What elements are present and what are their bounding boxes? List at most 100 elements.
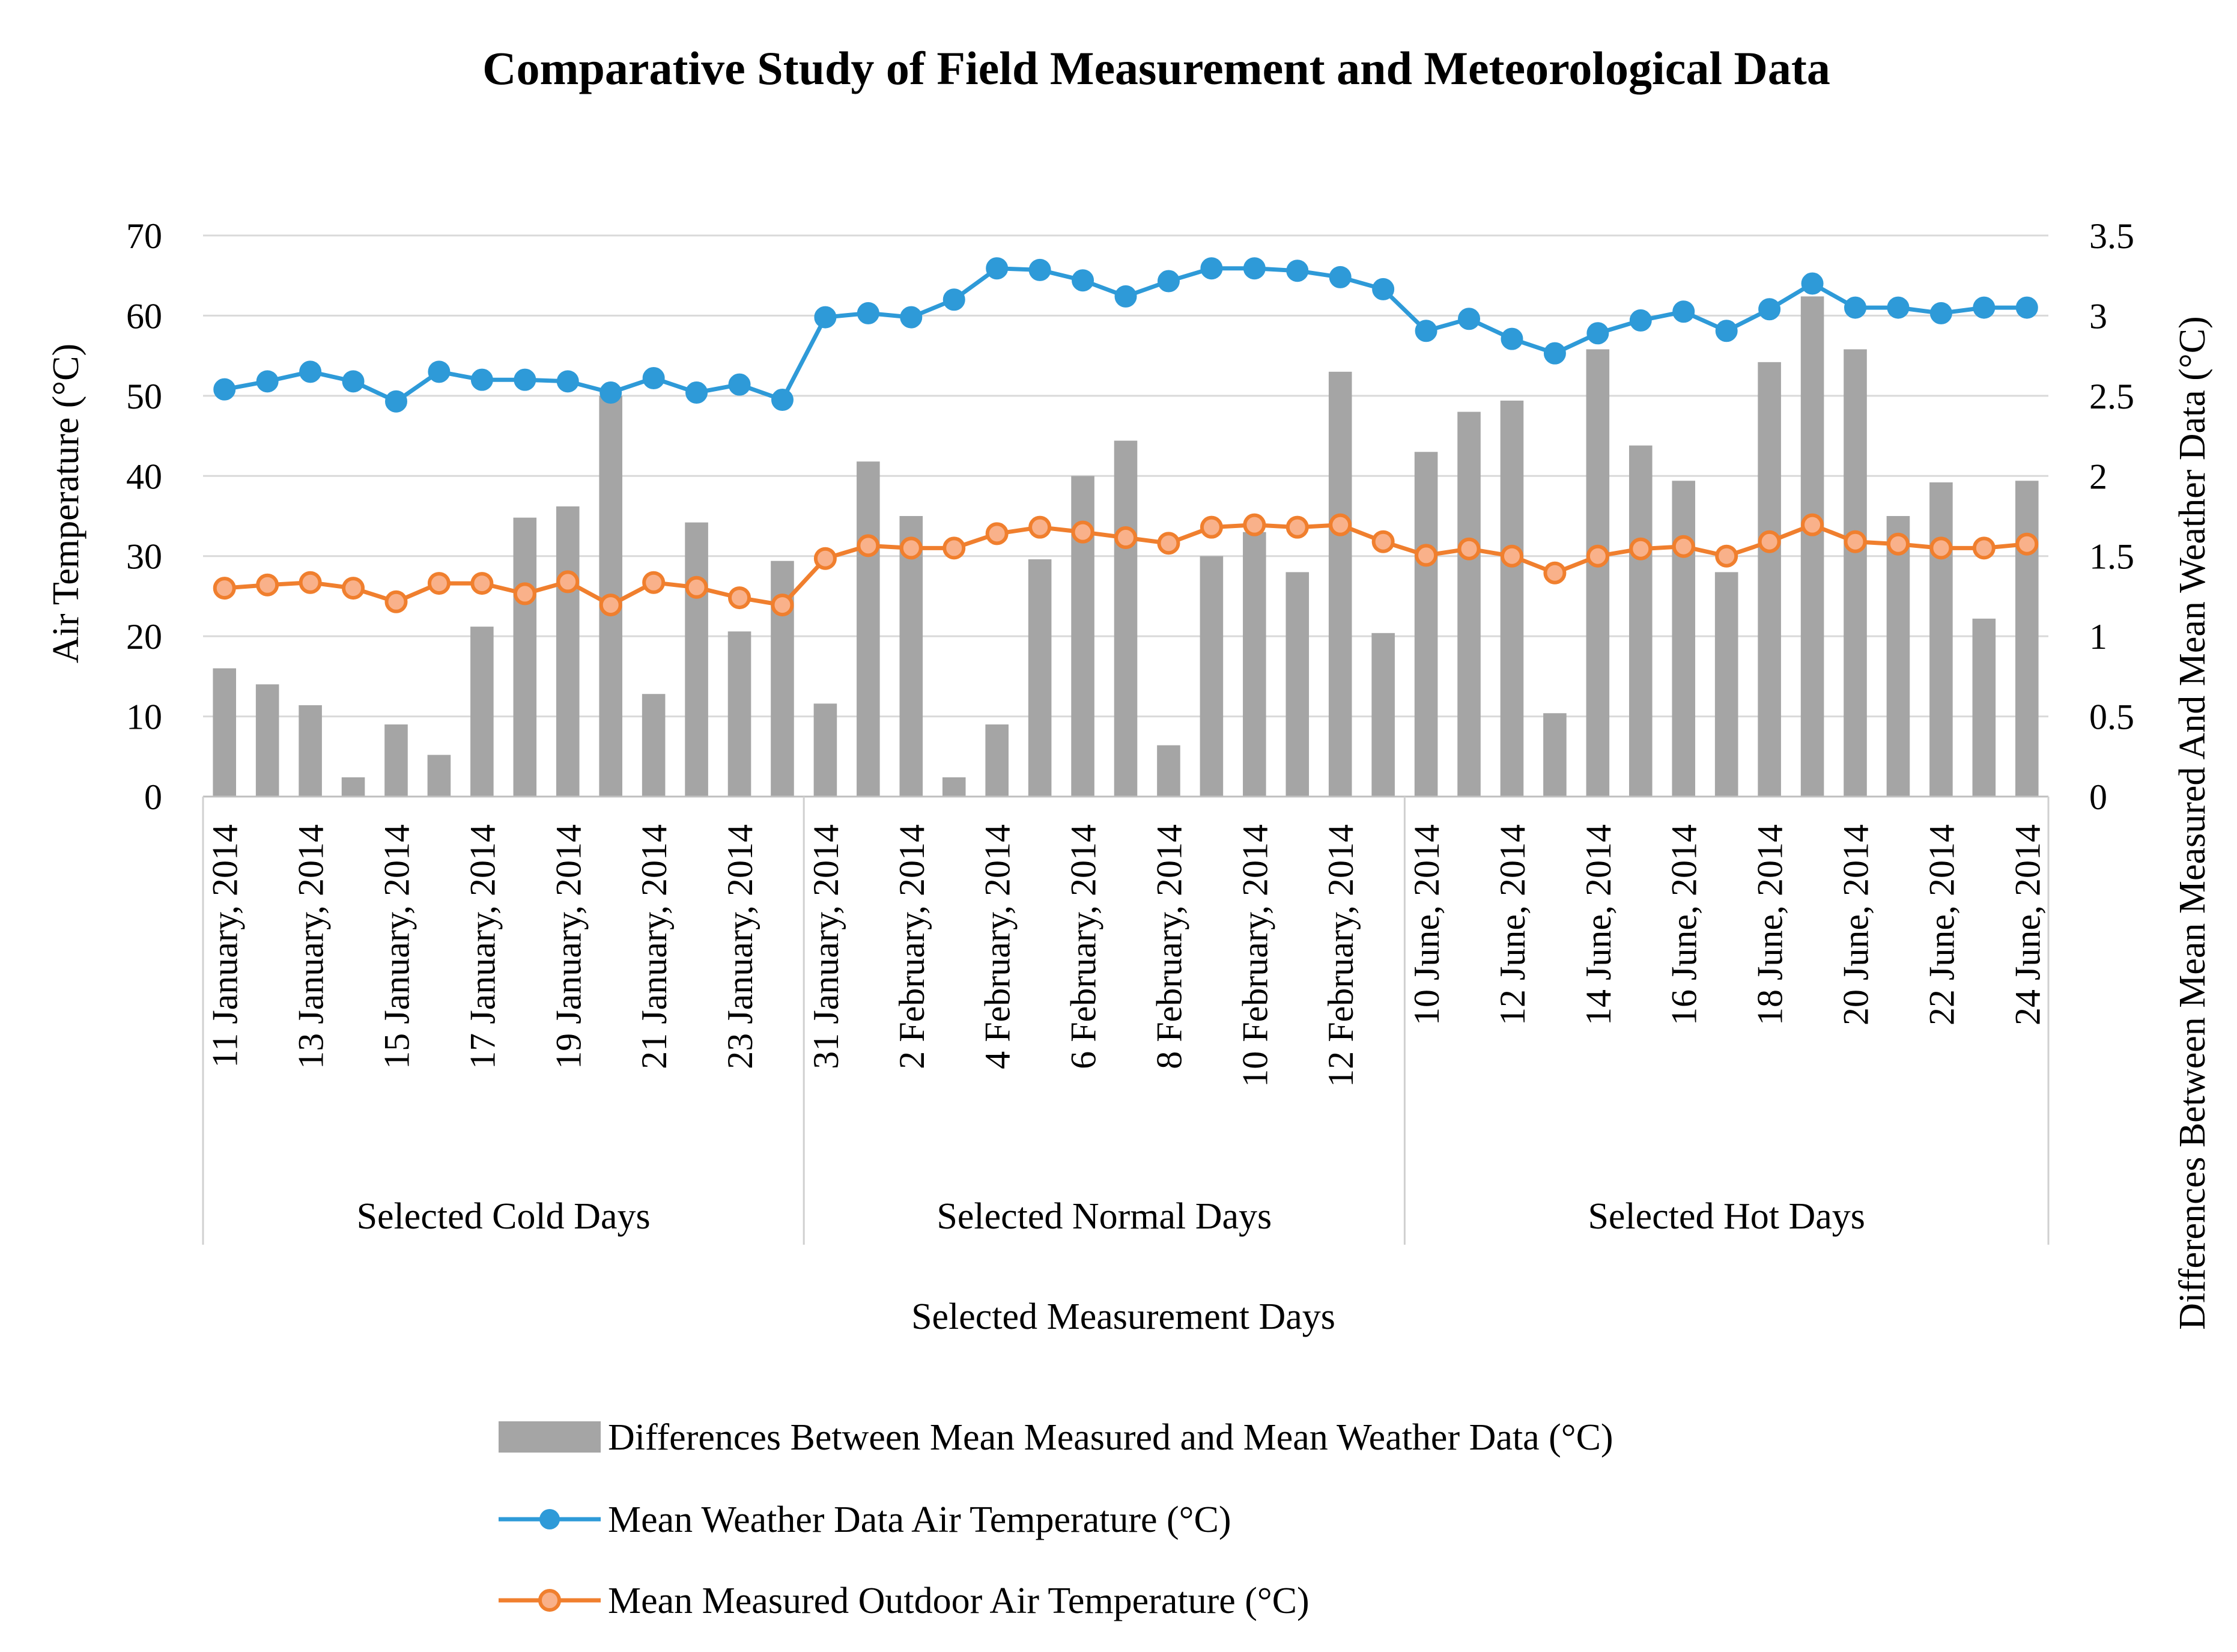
measured-point [513,582,536,606]
measured-point [1243,513,1266,536]
bar [1929,482,1953,797]
weather-point [1286,260,1309,282]
bar [1586,349,1610,797]
weather-point [1415,320,1437,342]
y-tick-label: 40 [126,457,162,496]
measured-point [728,586,751,610]
x-tick-label: 16 June, 2014 [1665,824,1704,1025]
bar-series [213,296,2039,797]
bar [1414,452,1438,797]
measured-point [1329,513,1352,536]
measured-point [1028,515,1052,539]
measured-point [299,571,322,594]
bar [1629,445,1653,797]
y2-tick-label: 2.5 [2089,377,2134,416]
weather-point [1844,296,1867,319]
measured-point [1285,515,1309,539]
measured-point [985,522,1009,545]
measured-point [470,572,494,595]
y-tick-label: 50 [126,377,162,416]
measured-point [685,575,708,599]
measured-point [384,590,408,613]
bar [213,668,237,797]
weather-point [1887,296,1910,319]
measured-point [2015,532,2039,556]
measured-point [256,573,279,597]
measured-point [556,570,580,594]
y2-tick-label: 0 [2089,777,2107,817]
measured-point [1886,532,1910,556]
measured-point [642,571,666,594]
bar [1285,572,1310,797]
y-axis-label: Air Temperature (°C) [46,344,87,663]
bar [813,703,837,797]
measured-point [1758,530,1781,553]
x-tick-label: 4 February, 2014 [978,824,1018,1069]
legend-item-weather: Mean Weather Data Air Temperature (°C) [608,1499,1231,1540]
bar [642,694,666,797]
axes: 0 10 20 30 40 50 60 70 0 0.5 1 1.5 2 2.5 3 3.5 Selected … [126,216,2134,1245]
weather-point [642,367,665,390]
measured-point [942,536,966,560]
bar [1328,371,1352,797]
weather-point [213,378,236,401]
weather-point [942,288,965,311]
measured-point [1972,536,1996,560]
y2-tick-label: 2 [2089,457,2107,496]
bar [513,517,537,797]
legend: Differences Between Mean Measured and Me… [499,1417,1613,1621]
group-label: Selected Hot Days [1588,1196,1865,1237]
weather-point [1157,270,1180,293]
weather-point [986,257,1009,280]
weather-point [1629,309,1652,332]
measured-point [427,572,451,595]
y-tick-label: 60 [126,296,162,336]
chart-title: Comparative Study of Field Measurement a… [482,42,1830,94]
weather-point [599,381,622,404]
weather-point [1072,269,1094,292]
measured-point [342,577,365,600]
weather-point [299,360,322,383]
x-tick-label: 14 June, 2014 [1579,824,1618,1025]
bar [384,724,408,797]
measured-point [1157,532,1180,555]
y-tick-label: 0 [144,777,162,817]
weather-point [1586,322,1609,345]
measured-point [771,594,794,617]
y2-tick-label: 3.5 [2089,216,2134,256]
weather-point [1715,320,1738,342]
y2-tick-label: 0.5 [2089,697,2134,737]
weather-point [1801,272,1824,295]
bar [1200,556,1224,797]
bar [1114,440,1138,797]
measured-point [1500,544,1523,568]
y2-axis-label: Differences Between Mean Measured And Me… [2172,316,2213,1329]
bar [1800,296,1824,797]
measured-point [1672,535,1695,558]
y2-tick-label: 1 [2089,617,2107,657]
group-label: Selected Normal Days [936,1196,1272,1237]
weather-point [1243,257,1266,280]
bar [1243,532,1266,797]
bar [685,522,708,797]
measured-point [599,594,622,617]
weather-point [556,370,579,393]
measured-point [857,534,880,557]
weather-point [342,370,365,393]
legend-item-differences: Differences Between Mean Measured and Me… [608,1417,1613,1458]
x-tick-label: 11 January, 2014 [205,824,245,1067]
weather-point [1458,308,1481,330]
x-tick-label: 22 June, 2014 [1922,824,1961,1025]
weather-point [470,368,493,391]
measured-point [899,536,923,560]
weather-point [1372,278,1395,300]
measured-point [1801,513,1824,536]
measured-point [1844,530,1867,553]
bar [2015,481,2039,797]
x-tick-label: 10 June, 2014 [1407,824,1446,1025]
weather-point [1329,266,1352,288]
measured-point [1114,526,1137,550]
measured-point [813,547,837,570]
weather-point [1973,296,1996,319]
